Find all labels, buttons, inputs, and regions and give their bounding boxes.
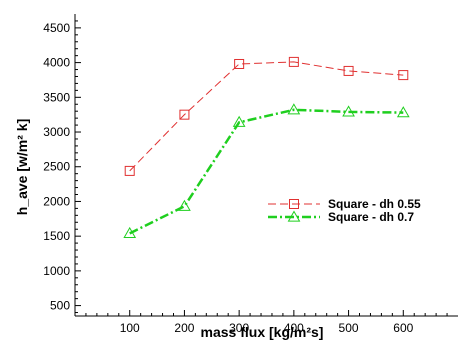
series-1-point xyxy=(343,65,354,76)
x-tick-label: 500 xyxy=(339,321,359,335)
x-tick-label: 300 xyxy=(229,321,249,335)
y-tick-label: 3000 xyxy=(43,125,70,139)
series-2-point xyxy=(396,106,410,118)
x-axis-label: mass flux [kg/m²s] xyxy=(201,324,324,340)
y-tick-label: 2500 xyxy=(43,160,70,174)
series-1-line xyxy=(129,61,404,172)
y-tick-label: 3500 xyxy=(43,90,70,104)
series-2-point xyxy=(287,103,301,115)
x-tick-label: 400 xyxy=(284,321,304,335)
y-tick-label: 1000 xyxy=(43,264,70,278)
legend-label: Square - dh 0.55 xyxy=(328,197,421,211)
series-1-point xyxy=(124,165,135,176)
legend-swatch-marker xyxy=(287,210,301,222)
series-2-point xyxy=(178,199,191,211)
series-2-line xyxy=(129,108,404,235)
y-axis-label: h_ave [w/m² k] xyxy=(14,119,30,215)
y-tick-label: 1500 xyxy=(43,229,70,243)
series-1-point xyxy=(179,109,190,120)
x-tick-label: 200 xyxy=(174,321,194,335)
series-1-point xyxy=(398,70,409,81)
y-tick-label: 4000 xyxy=(43,56,70,70)
x-tick-label: 600 xyxy=(393,321,413,335)
legend-item-1: Square - dh 0.55 xyxy=(268,197,421,211)
legend-item-2: Square - dh 0.7 xyxy=(268,210,414,224)
axes: 100 200 300 400 500 600 500 1000 1500 2000 2500 300… xyxy=(43,14,458,335)
series-1-point xyxy=(288,56,299,67)
y-tick-label: 500 xyxy=(50,299,70,313)
series-2-point xyxy=(342,105,355,117)
x-tick-label: 100 xyxy=(120,321,140,335)
series-layer xyxy=(123,56,410,239)
series-1-point xyxy=(234,58,245,69)
y-tick-label: 4500 xyxy=(43,21,70,35)
legend-label: Square - dh 0.7 xyxy=(328,210,414,224)
legend-swatch-marker xyxy=(289,199,299,209)
series-1 xyxy=(124,56,409,176)
series-2-point xyxy=(232,115,246,127)
series-2 xyxy=(123,103,410,239)
series-2-point xyxy=(123,226,137,239)
y-tick-label: 2000 xyxy=(43,194,70,208)
